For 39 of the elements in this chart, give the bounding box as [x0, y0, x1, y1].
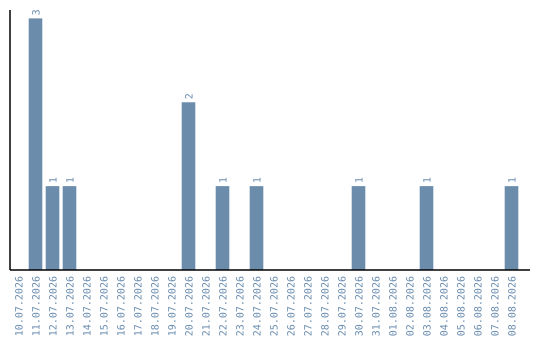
x-tick-label: 16.07.2026 [116, 276, 128, 336]
x-tick-label: 30.07.2026 [354, 276, 366, 336]
x-tick-label: 18.07.2026 [150, 276, 162, 336]
data-label: 3 [32, 9, 42, 16]
data-label: 2 [184, 93, 196, 100]
x-tick-label: 25.07.2026 [270, 276, 280, 336]
x-tick-label: 10.07.2026 [14, 276, 26, 336]
x-tick-label: 24.07.2026 [252, 276, 264, 336]
x-tick-label: 06.08.2026 [474, 276, 484, 336]
x-tick-label: 01.08.2026 [388, 276, 400, 336]
x-tick-label: 07.08.2026 [490, 276, 502, 336]
data-label: 1 [48, 177, 60, 184]
x-tick-label: 22.07.2026 [218, 276, 230, 336]
x-tick-label: 02.08.2026 [406, 276, 416, 336]
x-tick-label: 12.07.2026 [48, 276, 60, 336]
x-tick-label: 23.07.2026 [236, 276, 246, 336]
x-tick-label: 11.07.2026 [32, 276, 42, 336]
x-tick-label: 31.07.2026 [372, 276, 382, 336]
x-tick-label: 20.07.2026 [184, 276, 196, 336]
data-label: 1 [354, 177, 366, 184]
data-label: 1 [422, 177, 434, 184]
x-tick-label: 04.08.2026 [440, 276, 450, 336]
x-tick-label: 05.08.2026 [456, 276, 468, 336]
x-tick-label: 14.07.2026 [82, 276, 94, 336]
x-tick-label: 03.08.2026 [422, 276, 434, 336]
x-tick-label: 28.07.2026 [320, 276, 332, 336]
x-tick-label: 26.07.2026 [286, 276, 298, 336]
x-tick-label: 15.07.2026 [100, 276, 110, 336]
x-tick-label: 21.07.2026 [202, 276, 212, 336]
x-tick-label: 19.07.2026 [168, 276, 178, 336]
data-label: 1 [508, 177, 518, 184]
x-tick-label: 29.07.2026 [338, 276, 348, 336]
data-label: 1 [66, 177, 76, 184]
x-tick-label: 27.07.2026 [304, 276, 314, 336]
data-label: 1 [218, 177, 230, 184]
x-tick-label: 13.07.2026 [66, 276, 76, 336]
x-tick-label: 08.08.2026 [508, 276, 518, 336]
data-label: 1 [252, 177, 264, 184]
x-tick-label: 17.07.2026 [134, 276, 144, 336]
